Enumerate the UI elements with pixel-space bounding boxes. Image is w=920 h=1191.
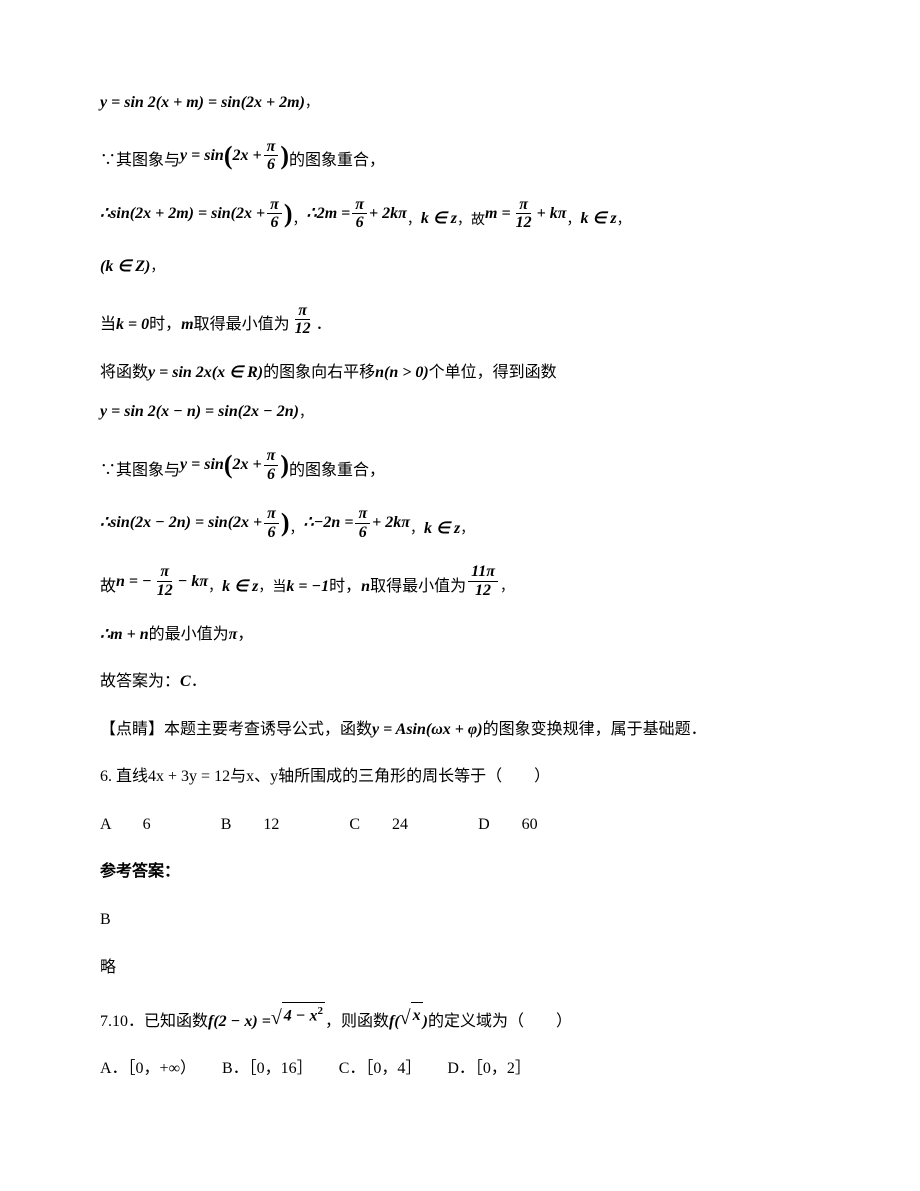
question-6-choices: A 6 B 12 C 24 D 60	[100, 812, 820, 838]
choice-a: A．［0，+∞）	[100, 1056, 196, 1082]
equation-line: (k ∈ Z) ，	[100, 254, 820, 280]
text-line: ∵其图象与 y = sin ( 2x + π6 ) 的图象重合，	[100, 138, 820, 174]
math-expr: ∴sin(2x + 2m) = sin(2x +	[100, 201, 265, 227]
commentary-line: 【点睛】本题主要考查诱导公式，函数 y = Asin(ωx + φ) 的图象变换…	[100, 717, 820, 743]
text: 的图象重合，	[289, 148, 385, 174]
choice-b: B．［0，16］	[222, 1056, 313, 1082]
equation-line: y = sin 2(x + m) = sin(2x + 2m) ，	[100, 90, 820, 116]
choice-d: D 60	[478, 812, 538, 838]
question-6: 6. 直线 4x + 3y = 12 与 x 、 y 轴所围成的三角形的周长等于…	[100, 764, 820, 790]
answer-label: 参考答案：	[100, 859, 820, 885]
choice-c: C 24	[349, 812, 408, 838]
text-line: ∴m + n 的最小值为 π ，	[100, 622, 820, 648]
text-line: 将函数 y = sin 2x(x ∈ R) 的图象向右平移 n(n > 0) 个…	[100, 360, 820, 386]
text-line: 故答案为： C ．	[100, 669, 820, 695]
equation-line: y = sin 2(x − n) = sin(2x − 2n) ，	[100, 399, 820, 425]
math-expr: y = sin 2(x + m) = sin(2x + 2m)	[100, 90, 305, 116]
math-expr: y = sin	[180, 143, 224, 169]
equation-line: ∴sin(2x − 2n) = sin(2x + π6 ) ， ∴−2n = π…	[100, 505, 820, 541]
sqrt-icon: √ x	[400, 1002, 423, 1034]
choice-b: B 12	[221, 812, 280, 838]
question-7-choices: A．［0，+∞） B．［0，16］ C．［0，4］ D．［0，2］	[100, 1056, 820, 1082]
math-expr: (k ∈ Z)	[100, 254, 150, 280]
text: ，	[305, 93, 319, 115]
text-line: ∵其图象与 y = sin ( 2x + π6 ) 的图象重合，	[100, 447, 820, 483]
text: ∵其图象与	[100, 148, 180, 174]
text-line: 当 k = 0 时， m 取得最小值为 π12 ．	[100, 302, 820, 338]
choice-d: D．［0，2］	[447, 1056, 531, 1082]
choice-c: C．［0，4］	[339, 1056, 422, 1082]
equation-line: ∴sin(2x + 2m) = sin(2x + π6 ) ， ∴2m = π6…	[100, 196, 820, 232]
text-line: 故 n = − π12 − kπ ， k ∈ z ，当 k = −1 时， n …	[100, 563, 820, 599]
question-7: 7.10．已知函数 f(2 − x) = √ 4 − x2 ，则函数 f( √ …	[100, 1002, 820, 1034]
choice-a: A 6	[100, 812, 151, 838]
answer-value: B	[100, 907, 820, 933]
answer-brief: 略	[100, 955, 820, 981]
sqrt-icon: √ 4 − x2	[271, 1002, 325, 1034]
